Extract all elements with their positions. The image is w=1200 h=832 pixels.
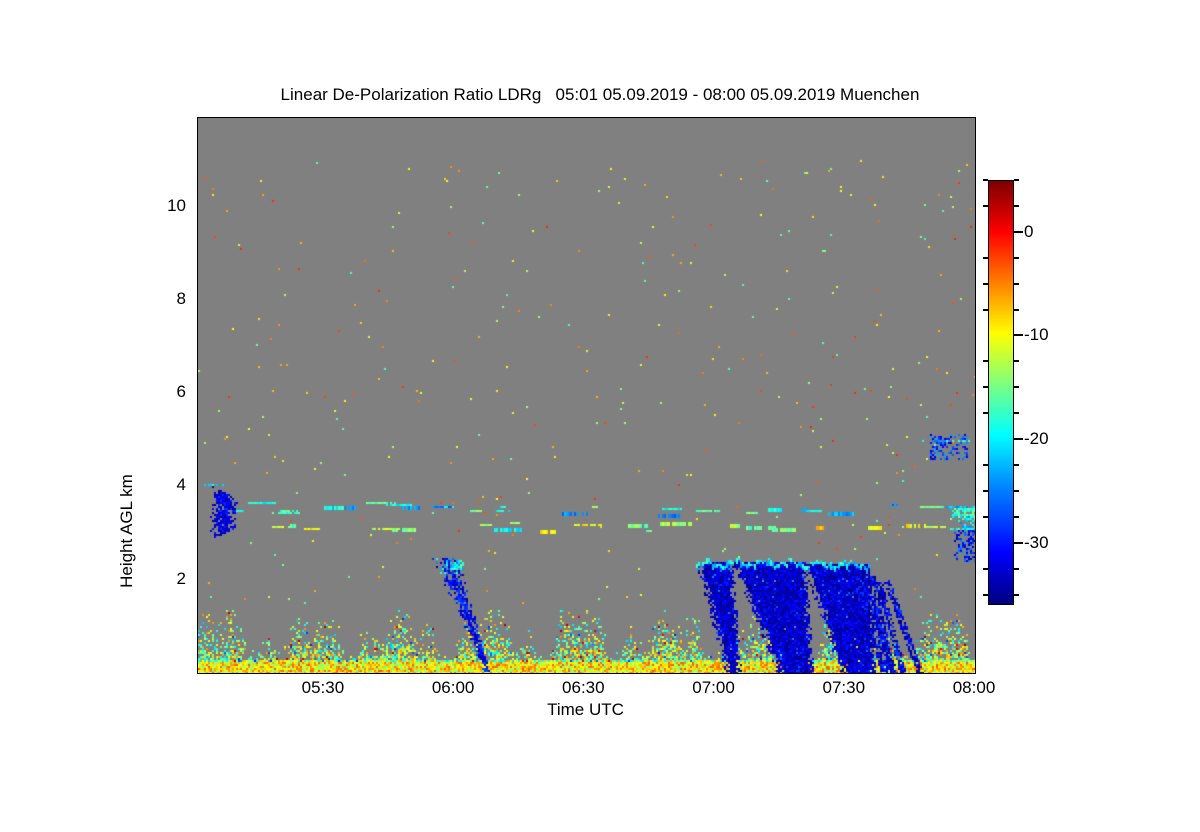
- colorbar-tick-minor: [1014, 282, 1019, 285]
- colorbar-tick-label: 0: [1024, 221, 1034, 241]
- y-axis-title: Height AGL km: [117, 474, 136, 588]
- colorbar-tick-minor: [983, 360, 988, 363]
- x-axis-tick-label: 08:00: [952, 678, 996, 697]
- colorbar-tick-minor: [983, 308, 988, 311]
- colorbar-tick-major: [1014, 230, 1023, 233]
- colorbar-tick-minor: [983, 256, 988, 259]
- x-axis-title: Time UTC: [547, 700, 624, 719]
- colorbar-tick-major: [1014, 334, 1023, 337]
- heatmap-plot-area[interactable]: [197, 117, 976, 674]
- colorbar-tick-minor: [1014, 386, 1019, 389]
- colorbar-tick-label: -30: [1024, 532, 1049, 552]
- y-axis-tick-label: 8: [176, 288, 186, 308]
- colorbar-tick-minor: [983, 567, 988, 570]
- colorbar-tick-minor: [1014, 515, 1019, 518]
- x-axis-tick-label: 07:00: [692, 678, 735, 697]
- colorbar-tick-label: -20: [1024, 429, 1049, 449]
- colorbar-gradient-canvas: [989, 181, 1013, 604]
- colorbar-tick-major: [1014, 541, 1023, 544]
- colorbar-tick-minor: [1014, 412, 1019, 415]
- radar-ldr-figure: Linear De-Polarization Ratio LDRg 05:01 …: [60, 85, 1068, 719]
- y-axis-tick-label: 6: [176, 382, 186, 402]
- colorbar-tick-minor: [983, 179, 988, 181]
- colorbar-tick-minor: [1014, 179, 1019, 181]
- colorbar-tick-minor: [1014, 464, 1019, 467]
- colorbar-gradient-box: [988, 180, 1014, 605]
- heatmap-canvas: [198, 118, 975, 673]
- colorbar: 0 -10 -20 -30: [983, 179, 1049, 605]
- colorbar-title-wrap: LDRg dB: [1040, 330, 1068, 460]
- chart-title: Linear De-Polarization Ratio LDRg 05:01 …: [280, 85, 920, 104]
- colorbar-tick-minor: [983, 386, 988, 389]
- colorbar-tick-minor: [1014, 308, 1019, 311]
- y-axis-tick-label: 10: [167, 195, 186, 215]
- y-axis-tick-labels: 2 4 6 8 10: [140, 117, 186, 672]
- y-axis-tick-label: 2: [176, 568, 186, 588]
- y-axis-title-wrap: Height AGL km: [60, 260, 136, 588]
- colorbar-tick-minor: [983, 489, 988, 492]
- colorbar-tick-minor: [983, 282, 988, 285]
- x-axis-tick-labels: 05:30 06:00 06:30 07:00 07:30 08:00: [197, 678, 996, 702]
- x-axis-tick-label: 05:30: [301, 678, 345, 697]
- x-axis-tick-label: 07:30: [822, 678, 866, 697]
- x-axis-tick-label: 06:30: [562, 678, 605, 697]
- x-axis-tick-label: 06:00: [431, 678, 475, 697]
- colorbar-tick-minor: [1014, 567, 1019, 570]
- colorbar-tick-minor: [1014, 360, 1019, 363]
- colorbar-tick-minor: [1014, 256, 1019, 259]
- colorbar-tick-minor: [1014, 489, 1019, 492]
- colorbar-tick-minor: [983, 464, 988, 467]
- colorbar-tick-minor: [1014, 593, 1019, 596]
- colorbar-tick-label: -10: [1024, 325, 1049, 345]
- y-axis-tick-label: 4: [176, 475, 186, 495]
- colorbar-tick-minor: [983, 593, 988, 596]
- colorbar-tick-minor: [983, 204, 988, 207]
- colorbar-tick-major: [1014, 438, 1023, 441]
- colorbar-tick-minor: [983, 412, 988, 415]
- colorbar-tick-minor: [983, 515, 988, 518]
- colorbar-tick-minor: [1014, 204, 1019, 207]
